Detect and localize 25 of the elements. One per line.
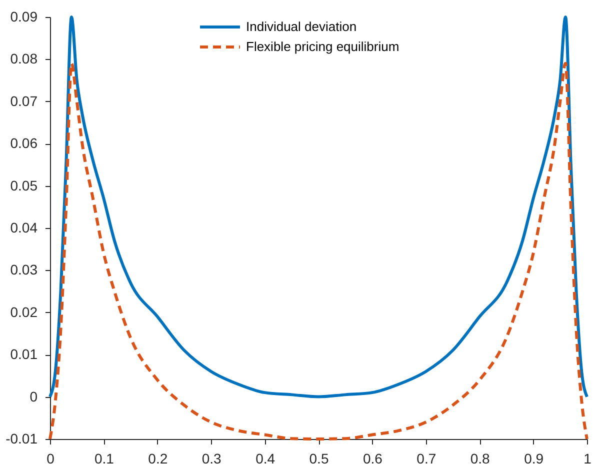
y-tick-label: 0.02 [10, 304, 38, 320]
y-tick-label: 0.07 [10, 92, 38, 109]
x-tick-label: 0.8 [470, 450, 490, 466]
y-tick-label: -0.01 [6, 430, 38, 446]
x-tick-label: 0.1 [94, 450, 114, 466]
y-tick-label: 0.04 [10, 220, 38, 236]
x-tick-label: 0.3 [202, 450, 222, 466]
x-tick-label: 0.2 [148, 450, 168, 466]
x-tick-label: 0 [46, 450, 55, 466]
x-tick-label: 0.4 [256, 450, 276, 466]
y-tick-label: 0.08 [10, 50, 38, 67]
legend-label: Individual deviation [246, 19, 357, 34]
y-tick-label: 0.01 [10, 346, 38, 362]
y-tick-label: 0.06 [10, 135, 38, 152]
legend-label: Flexible pricing equilibrium [246, 39, 400, 54]
line-series [48, 16, 588, 398]
x-tick-label: 0.7 [416, 450, 436, 466]
y-tick-label: 0 [30, 388, 38, 404]
x-tick-label: 0.9 [524, 450, 544, 466]
x-tick-label: 1 [584, 450, 592, 466]
y-tick-label: 0.09 [10, 8, 38, 24]
x-tick-label: 0.5 [309, 450, 329, 466]
y-tick-label: 0.03 [10, 262, 38, 278]
y-tick-label: 0.05 [10, 177, 38, 194]
x-tick-label: 0.6 [362, 450, 383, 466]
